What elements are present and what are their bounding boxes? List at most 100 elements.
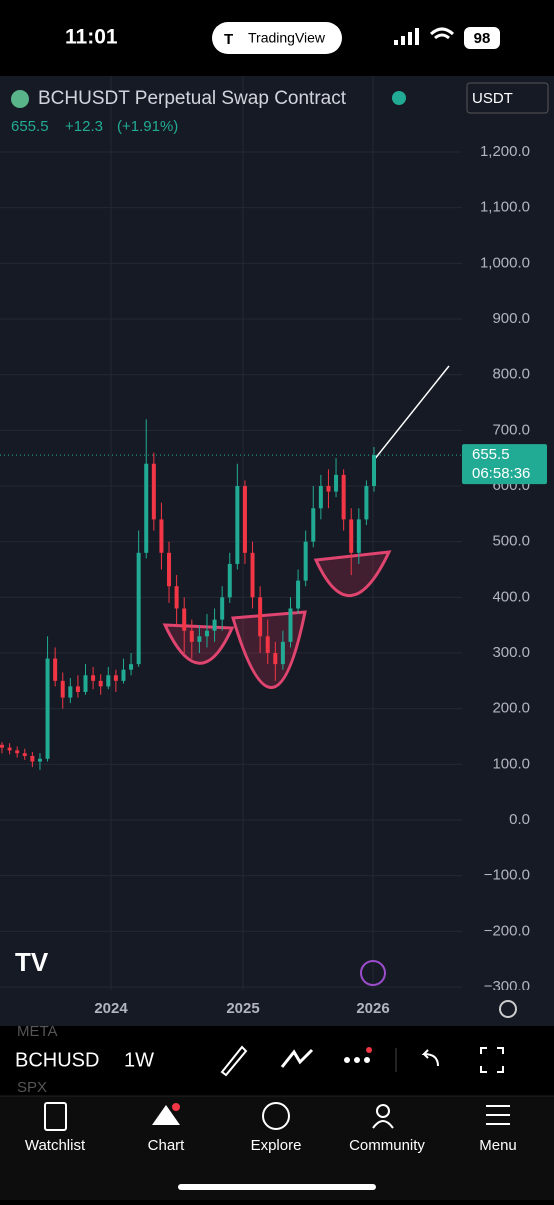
y-tick-label: 200.0 (492, 700, 530, 717)
candle-body (356, 519, 361, 553)
candle-body (121, 669, 126, 681)
candle-body (189, 630, 194, 642)
nav-bar (0, 1096, 554, 1200)
y-tick-label: 400.0 (492, 588, 530, 605)
currency-select[interactable] (466, 82, 549, 114)
candle-body (113, 675, 118, 681)
watch-top: META (17, 1023, 58, 1040)
y-tick-label: −100.0 (484, 867, 530, 884)
menu-icon[interactable] (486, 1105, 510, 1125)
y-tick-label: 100.0 (492, 755, 530, 772)
candle-body (288, 608, 293, 642)
y-tick-label: 1,200.0 (480, 143, 530, 160)
candle-body (349, 519, 354, 553)
candle-body (151, 463, 156, 520)
chart-area (0, 76, 554, 1026)
candle-body (83, 675, 88, 692)
chart-dot (172, 1103, 180, 1111)
market-status (392, 91, 406, 105)
battery (464, 27, 500, 49)
change: +12.3 (65, 118, 103, 135)
candle-body (75, 686, 80, 692)
candle-body (30, 755, 35, 762)
last-price-label: 655.5 (472, 446, 510, 463)
tv-logo: TV (15, 947, 49, 977)
candle-body (129, 664, 134, 670)
coin-icon (11, 90, 29, 108)
candle-body (364, 486, 369, 520)
candle-body (242, 486, 247, 553)
candle-body (318, 486, 323, 509)
y-tick-label: 300.0 (492, 644, 530, 661)
candle-body (167, 552, 172, 587)
y-tick-label: 500.0 (492, 533, 530, 550)
toolbar-symbol[interactable]: BCHUSD (15, 1049, 99, 1071)
draw-tool[interactable] (220, 1045, 248, 1077)
y-tick-label: 900.0 (492, 310, 530, 327)
candle-body (227, 563, 232, 598)
nav-label[interactable]: Explore (251, 1137, 302, 1154)
candle-body (372, 455, 376, 486)
countdown: 06:58:36 (472, 465, 530, 482)
settings-icon[interactable] (499, 1000, 517, 1018)
y-tick-label: 0.0 (509, 811, 530, 828)
watchlist-icon[interactable] (44, 1102, 67, 1131)
candle-body (265, 636, 270, 653)
nav-label[interactable]: Community (349, 1137, 425, 1154)
signal (394, 28, 419, 45)
app-name: TradingView (248, 30, 326, 46)
candle-body (182, 608, 187, 631)
battery-level: 98 (474, 30, 491, 47)
currency: USDT (472, 90, 513, 107)
app-pill (212, 22, 342, 54)
candle-body (159, 519, 164, 553)
x-tick-label: 2026 (356, 1000, 389, 1017)
candle-body (0, 744, 4, 748)
candle-body (45, 658, 50, 759)
time: 11:01 (65, 26, 118, 49)
y-tick-label: 1,000.0 (480, 254, 530, 271)
candle-body (212, 619, 217, 631)
fullscreen[interactable] (480, 1047, 504, 1073)
nav-label[interactable]: Menu (479, 1137, 517, 1154)
candle-body (22, 753, 27, 756)
candle-body (303, 541, 308, 581)
candle-body (53, 658, 58, 681)
more[interactable] (344, 1047, 372, 1063)
last-price-box (462, 444, 547, 485)
interval[interactable]: 1W (124, 1049, 154, 1071)
candle-body (106, 675, 111, 687)
candle-body (98, 680, 103, 687)
wifi (429, 27, 455, 40)
candle-body (7, 747, 12, 751)
toolbar (0, 1026, 554, 1096)
undo[interactable] (421, 1049, 439, 1067)
explore-icon[interactable] (262, 1102, 290, 1130)
price: 655.5 (11, 118, 49, 135)
candle-body (280, 641, 285, 665)
flash-icon[interactable] (360, 960, 386, 986)
candle-body (273, 653, 278, 665)
y-tick-label: −200.0 (484, 922, 530, 939)
change-pct: (+1.91%) (117, 118, 178, 135)
community-icon[interactable] (376, 1104, 390, 1118)
candle-body (311, 508, 316, 542)
symbol-title: BCHUSDT Perpetual Swap Contract (38, 88, 347, 109)
x-tick-label: 2024 (94, 1000, 128, 1017)
candle-body (235, 486, 240, 564)
y-tick-label: 1,100.0 (480, 199, 530, 216)
candle-body (341, 474, 346, 520)
community-body (372, 1120, 394, 1129)
indicators[interactable] (280, 1048, 314, 1068)
candle-body (91, 675, 96, 681)
candle-body (250, 552, 255, 598)
candle-body (334, 474, 339, 492)
candle-body (174, 586, 179, 609)
chart-icon[interactable] (152, 1105, 180, 1125)
nav-label[interactable]: Chart (148, 1137, 186, 1154)
candle-body (258, 597, 263, 637)
nav-label[interactable]: Watchlist (25, 1137, 86, 1154)
y-tick-label: 700.0 (492, 421, 530, 438)
